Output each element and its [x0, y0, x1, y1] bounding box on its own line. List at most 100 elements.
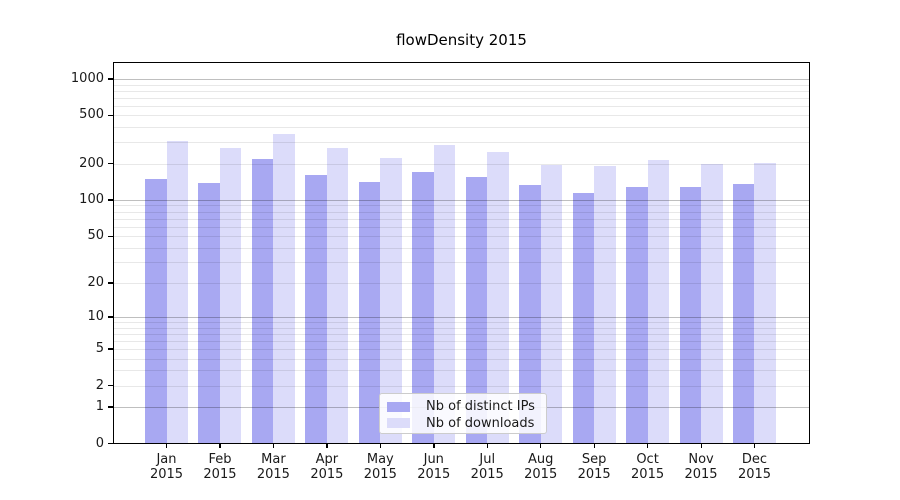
x-tick-label-jun: Jun 2015	[402, 452, 466, 482]
legend-label-distinct-ips: Nb of distinct IPs	[426, 399, 535, 414]
y-tick-mark	[108, 235, 113, 237]
x-tick-year: 2015	[149, 467, 184, 482]
x-tick-month: Jul	[479, 452, 496, 467]
chart-title: flowDensity 2015	[396, 31, 527, 49]
bar-ips-oct	[626, 187, 648, 444]
x-tick-year: 2015	[203, 467, 237, 482]
bar-downloads-jan	[166, 141, 188, 444]
x-tick-mark	[379, 444, 382, 448]
bar-ips-dec	[732, 184, 755, 444]
x-tick-mark	[272, 444, 275, 448]
bar-downloads-jul	[487, 151, 509, 444]
y-tick-label: 500	[79, 107, 104, 123]
gridline-minor	[113, 127, 810, 129]
bar-ips-aug	[519, 185, 541, 444]
gridline-major	[113, 78, 810, 80]
bar-ips-jan	[145, 178, 167, 444]
bar-ips-apr	[305, 175, 327, 444]
y-tick-mark	[108, 443, 113, 445]
y-tick-label: 100	[79, 191, 104, 207]
x-tick-year: 2015	[417, 467, 451, 482]
x-tick-month: Apr	[315, 452, 339, 467]
x-tick-mark	[753, 444, 756, 448]
bar-downloads-mar	[273, 133, 295, 444]
bar-ips-sep	[572, 193, 595, 444]
gridline-minor	[113, 90, 810, 92]
x-tick-mark	[326, 444, 328, 448]
y-tick-mark	[108, 348, 113, 350]
x-tick-label-apr: Apr 2015	[295, 452, 359, 482]
x-tick-year: 2015	[524, 467, 558, 482]
x-tick-month: Nov	[688, 452, 714, 467]
y-tick-label: 50	[87, 228, 104, 244]
x-tick-mark	[166, 444, 168, 448]
x-tick-label-jan: Jan 2015	[135, 452, 199, 482]
x-tick-year: 2015	[363, 467, 397, 482]
x-tick-mark	[433, 444, 435, 448]
x-tick-year: 2015	[577, 467, 611, 482]
y-tick-mark	[108, 114, 113, 117]
x-tick-label-jul: Jul 2015	[455, 452, 519, 482]
y-tick-mark	[108, 316, 113, 318]
bar-downloads-dec	[754, 163, 776, 444]
x-tick-label-feb: Feb 2015	[188, 452, 252, 482]
gridline-minor	[113, 84, 810, 86]
x-tick-year: 2015	[310, 467, 344, 482]
y-tick-label: 0	[95, 435, 104, 451]
legend: Nb of distinct IPs Nb of downloads	[379, 393, 547, 434]
gridline-minor	[113, 97, 810, 99]
gridline-minor	[113, 105, 810, 107]
bar-downloads-sep	[594, 165, 616, 444]
x-tick-year: 2015	[470, 467, 504, 482]
y-tick-mark	[108, 385, 113, 387]
x-tick-mark	[700, 444, 702, 448]
y-tick-mark	[108, 199, 113, 201]
plot-area	[113, 62, 810, 444]
y-tick-label: 1	[95, 398, 104, 414]
x-tick-mark	[486, 444, 489, 448]
x-tick-month: Feb	[208, 452, 232, 467]
legend-label-downloads: Nb of downloads	[426, 415, 535, 431]
x-tick-year: 2015	[256, 467, 290, 482]
bar-downloads-may	[380, 157, 402, 444]
x-tick-year: 2015	[631, 467, 665, 482]
x-tick-label-sep: Sep 2015	[562, 452, 626, 482]
y-tick-label: 2	[95, 377, 104, 393]
y-tick-label: 200	[79, 155, 104, 171]
bar-downloads-jun	[433, 144, 456, 444]
x-tick-month: Dec	[741, 452, 768, 467]
x-tick-label-mar: Mar 2015	[241, 452, 305, 482]
x-tick-month: Jan	[156, 452, 177, 467]
bar-ips-may	[358, 181, 381, 444]
x-tick-mark	[540, 444, 542, 448]
y-tick-label: 20	[87, 274, 104, 290]
x-tick-month: Mar	[261, 452, 286, 467]
x-tick-label-aug: Aug 2015	[509, 452, 573, 482]
y-tick-mark	[108, 78, 113, 80]
x-tick-mark	[593, 444, 595, 448]
bar-ips-jun	[412, 171, 434, 444]
x-tick-month: Aug	[527, 452, 554, 467]
x-tick-year: 2015	[737, 467, 772, 482]
legend-swatch-distinct-ips	[387, 401, 410, 412]
gridline-minor	[113, 142, 810, 144]
x-tick-mark	[647, 444, 649, 448]
x-tick-label-may: May 2015	[348, 452, 412, 482]
y-tick-label: 5	[95, 340, 104, 356]
bar-downloads-aug	[540, 164, 563, 444]
y-tick-mark	[108, 282, 113, 284]
bar-ips-mar	[251, 159, 274, 444]
y-tick-label: 1000	[70, 70, 104, 86]
bar-downloads-apr	[326, 148, 349, 444]
bar-ips-feb	[198, 182, 220, 444]
x-tick-label-dec: Dec 2015	[722, 452, 786, 482]
bar-downloads-oct	[647, 159, 670, 444]
x-tick-month: Jun	[423, 452, 444, 467]
bar-downloads-feb	[219, 148, 242, 444]
x-tick-label-oct: Oct 2015	[616, 452, 680, 482]
x-tick-mark	[219, 444, 221, 448]
y-tick-mark	[108, 163, 113, 165]
x-tick-month: Oct	[636, 452, 659, 467]
x-tick-year: 2015	[684, 467, 718, 482]
